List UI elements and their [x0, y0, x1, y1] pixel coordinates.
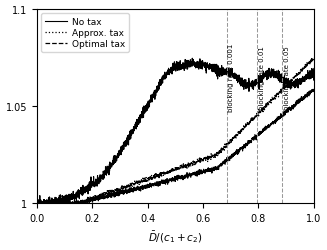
Optimal tax [49, 201, 53, 204]
Text: blocking rate 0.001: blocking rate 0.001 [228, 44, 234, 112]
Approx. tax [35, 202, 39, 205]
No tax [304, 78, 308, 80]
Optimal tax [312, 88, 316, 91]
Approx. tax [162, 172, 166, 174]
Optimal tax [312, 88, 316, 91]
No tax [162, 78, 166, 81]
Approx. tax [304, 65, 308, 68]
Approx. tax [304, 66, 308, 70]
Line: Optimal tax: Optimal tax [37, 90, 314, 204]
No tax [312, 68, 316, 71]
Legend: No tax, Approx. tax, Optimal tax: No tax, Approx. tax, Optimal tax [41, 14, 129, 52]
Optimal tax [304, 94, 308, 97]
No tax [35, 202, 39, 205]
No tax [304, 75, 308, 78]
Optimal tax [162, 181, 166, 184]
Approx. tax [253, 117, 257, 120]
Optimal tax [170, 179, 174, 182]
Optimal tax [35, 202, 39, 205]
Approx. tax [169, 168, 173, 171]
No tax [190, 58, 194, 60]
Text: blocking rate 0.05: blocking rate 0.05 [284, 46, 290, 109]
Approx. tax [312, 56, 316, 59]
Approx. tax [49, 202, 53, 204]
Line: No tax: No tax [37, 59, 314, 204]
No tax [49, 200, 53, 203]
Approx. tax [312, 56, 316, 59]
Optimal tax [304, 96, 308, 98]
No tax [169, 69, 173, 72]
Line: Approx. tax: Approx. tax [37, 58, 314, 204]
No tax [253, 79, 257, 82]
Optimal tax [253, 137, 257, 140]
X-axis label: $\bar{D}/(c_1 + c_2)$: $\bar{D}/(c_1 + c_2)$ [148, 229, 203, 244]
Optimal tax [35, 201, 39, 204]
Text: blocking rate 0.01: blocking rate 0.01 [259, 46, 265, 109]
